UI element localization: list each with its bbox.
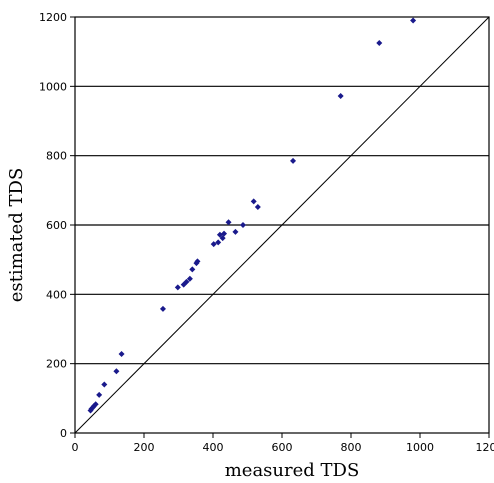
data-point bbox=[290, 157, 297, 164]
x-tick-label: 1000 bbox=[406, 441, 434, 454]
data-point bbox=[96, 391, 103, 398]
data-point bbox=[215, 239, 222, 246]
x-tick-label: 800 bbox=[341, 441, 362, 454]
y-tick-label: 800 bbox=[46, 150, 67, 163]
data-point bbox=[376, 40, 383, 46]
data-point bbox=[92, 401, 99, 408]
x-axis-title: measured TDS bbox=[225, 460, 360, 481]
data-point bbox=[225, 219, 232, 226]
data-point bbox=[194, 258, 201, 265]
x-tick-label: 400 bbox=[203, 441, 224, 454]
reference-line-y-equals-x bbox=[74, 16, 490, 434]
data-point bbox=[189, 266, 196, 273]
data-point bbox=[410, 17, 417, 24]
y-tick-label: 200 bbox=[46, 358, 67, 371]
data-point bbox=[232, 228, 239, 235]
x-tick-label: 200 bbox=[134, 441, 155, 454]
data-point bbox=[337, 93, 344, 100]
data-point bbox=[250, 198, 257, 205]
data-point bbox=[174, 284, 181, 291]
data-point bbox=[186, 275, 193, 282]
data-point bbox=[210, 241, 217, 248]
data-point bbox=[219, 235, 226, 242]
y-tick-label: 1000 bbox=[39, 80, 67, 93]
y-tick-label: 400 bbox=[46, 288, 67, 301]
x-tick-label: 600 bbox=[272, 441, 293, 454]
y-tick-label: 1200 bbox=[39, 11, 67, 24]
data-point bbox=[254, 203, 261, 210]
x-axis-ticks: 0 200 400 600 800 1000 120 bbox=[72, 433, 494, 454]
x-tick-label: 120 bbox=[476, 441, 494, 454]
x-tick-label: 0 bbox=[72, 441, 79, 454]
data-points bbox=[87, 17, 417, 414]
data-point bbox=[113, 368, 120, 375]
data-point bbox=[101, 381, 108, 388]
data-point bbox=[240, 222, 247, 228]
y-axis-title: estimated TDS bbox=[6, 168, 27, 303]
data-point bbox=[216, 231, 223, 238]
y-axis-ticks: 0 200 400 600 800 1000 1200 bbox=[39, 11, 75, 440]
y-tick-label: 600 bbox=[46, 219, 67, 232]
data-point bbox=[221, 230, 228, 237]
data-point bbox=[118, 350, 125, 357]
y-tick-label: 0 bbox=[60, 427, 67, 440]
data-point bbox=[159, 305, 166, 312]
data-point bbox=[183, 278, 190, 285]
